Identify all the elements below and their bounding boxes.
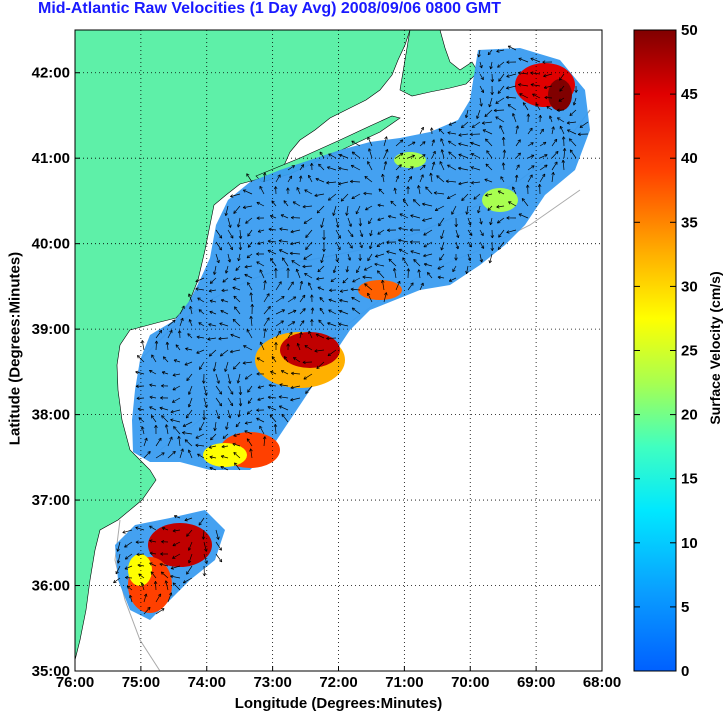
colorbar-tick-label: 0 [681,663,689,680]
map-title: Mid-Atlantic Raw Velocities (1 Day Avg) … [38,0,501,17]
colorbar-tick-label: 25 [681,343,698,360]
y-tick-label: 41:00 [32,150,70,167]
y-tick-label: 39:00 [32,321,70,338]
colorbar-tick-label: 10 [681,535,698,552]
y-tick-label: 38:00 [32,407,70,424]
colorbar-tick-label: 40 [681,150,698,167]
y-tick-label: 36:00 [32,578,70,595]
colorbar-label: Surface Velocity (cm/s) [707,271,723,425]
x-tick-label: 72:00 [319,674,357,691]
colorbar-tick-label: 30 [681,278,698,295]
y-axis-label: Latitude (Degrees:Minutes) [6,251,24,446]
y-tick-label: 35:00 [32,663,70,680]
y-tick-label: 42:00 [32,65,70,82]
colorbar [633,29,677,672]
colorbar-tick-label: 45 [681,86,698,103]
x-tick-label: 76:00 [56,674,94,691]
x-tick-label: 73:00 [253,674,291,691]
x-axis-label: Longitude (Degrees:Minutes) [234,695,443,712]
x-tick-label: 71:00 [385,674,423,691]
colorbar-tick-label: 35 [681,214,698,231]
y-tick-label: 40:00 [32,236,70,253]
y-tick-label: 37:00 [32,492,70,509]
colorbar-tick-label: 50 [681,22,698,39]
x-tick-label: 74:00 [188,674,226,691]
colorbar-tick-label: 20 [681,407,698,424]
colorbar-tick-label: 5 [681,599,689,616]
x-tick-label: 70:00 [451,674,489,691]
x-tick-label: 69:00 [517,674,555,691]
colorbar-tick-label: 15 [681,471,698,488]
x-tick-label: 68:00 [583,674,621,691]
x-tick-label: 75:00 [122,674,160,691]
